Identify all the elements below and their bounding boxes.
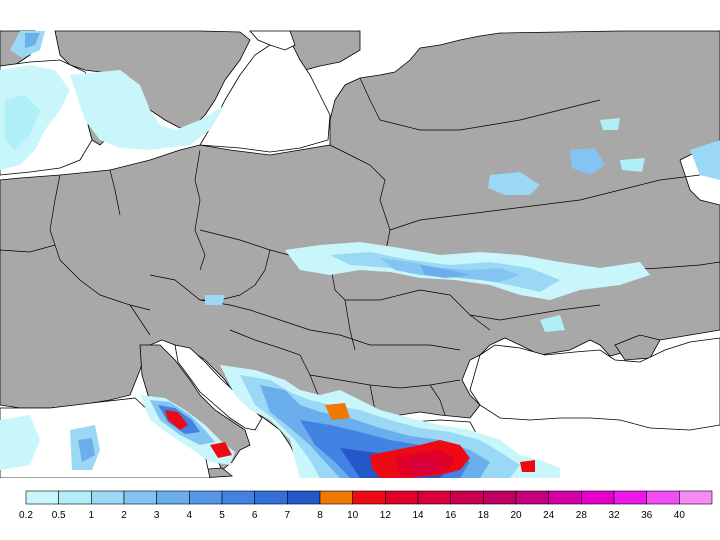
legend-tick-label: 24 — [543, 510, 555, 521]
precip-area — [25, 33, 40, 48]
legend-tick-label: 12 — [380, 510, 392, 521]
precip-area — [600, 118, 620, 130]
precipitation-map — [0, 30, 720, 478]
legend-tick-label: 28 — [576, 510, 588, 521]
precip-area — [540, 315, 565, 332]
precip-core — [325, 403, 350, 420]
legend-labels: 0.2 0.5 1 2 3 4 5 6 7 8 10 12 14 16 18 20 24 28 32 36 40 — [19, 510, 685, 521]
legend-swatch — [385, 490, 419, 505]
legend-swatch — [352, 490, 386, 505]
legend-swatch — [91, 490, 125, 505]
legend-swatch — [515, 490, 549, 505]
legend-tick-label: 32 — [608, 510, 620, 521]
legend-swatch — [156, 490, 190, 505]
precip-area — [420, 265, 470, 278]
precip-area — [0, 415, 40, 470]
legend-swatch — [58, 490, 92, 505]
legend-swatch — [483, 490, 517, 505]
precip-area — [78, 438, 95, 462]
precip-area — [70, 70, 225, 150]
legend-tick-label: 7 — [285, 510, 291, 521]
sea-adriatic — [174, 344, 263, 431]
legend-swatch — [450, 490, 484, 505]
legend-tick-label: 0.2 — [19, 510, 33, 521]
legend-tick-label: 16 — [445, 510, 457, 521]
legend-tick-label: 2 — [121, 510, 127, 521]
color-legend: 0.2 0.5 1 2 3 4 5 6 7 8 10 12 14 16 18 20 24 28 32 36 40 — [0, 478, 720, 540]
legend-tick-label: 4 — [187, 510, 193, 521]
legend-swatch — [254, 490, 288, 505]
precip-core — [210, 442, 232, 458]
land-scandinavia — [54, 30, 251, 129]
legend-swatch — [646, 490, 680, 505]
precip-core — [520, 460, 535, 472]
legend-tick-label: 1 — [89, 510, 95, 521]
precip-core — [165, 410, 188, 430]
precip-area — [690, 140, 720, 180]
precip-area — [5, 95, 40, 150]
legend-tick-label: 10 — [347, 510, 359, 521]
legend-swatch — [679, 490, 713, 505]
sea-bothnia — [249, 30, 296, 51]
sea-baltic — [199, 39, 331, 153]
legend-tick-label: 14 — [412, 510, 424, 521]
legend-swatches — [25, 490, 713, 505]
precip-area — [570, 148, 605, 175]
legend-swatch — [613, 490, 647, 505]
legend-swatch — [123, 490, 157, 505]
legend-swatch — [548, 490, 582, 505]
precip-area — [205, 295, 225, 305]
legend-tick-label: 6 — [252, 510, 258, 521]
legend-tick-label: 40 — [674, 510, 686, 521]
precip-area — [488, 172, 540, 195]
legend-tick-label: 20 — [510, 510, 522, 521]
precip-area — [620, 158, 645, 172]
legend-swatch — [581, 490, 615, 505]
legend-tick-label: 8 — [317, 510, 323, 521]
legend-tick-label: 5 — [219, 510, 225, 521]
legend-tick-label: 18 — [478, 510, 490, 521]
legend-swatch — [287, 490, 321, 505]
legend-swatch — [25, 490, 59, 505]
sea-black — [469, 337, 720, 431]
precipitation-fields — [0, 31, 720, 478]
legend-swatch — [319, 490, 353, 505]
legend-swatch — [221, 490, 255, 505]
legend-swatch — [189, 490, 223, 505]
precip-core — [410, 458, 442, 472]
land-crimea — [614, 334, 661, 361]
legend-tick-label: 0.5 — [52, 510, 66, 521]
legend-tick-label: 36 — [641, 510, 653, 521]
legend-swatch — [417, 490, 451, 505]
legend-tick-label: 3 — [154, 510, 160, 521]
